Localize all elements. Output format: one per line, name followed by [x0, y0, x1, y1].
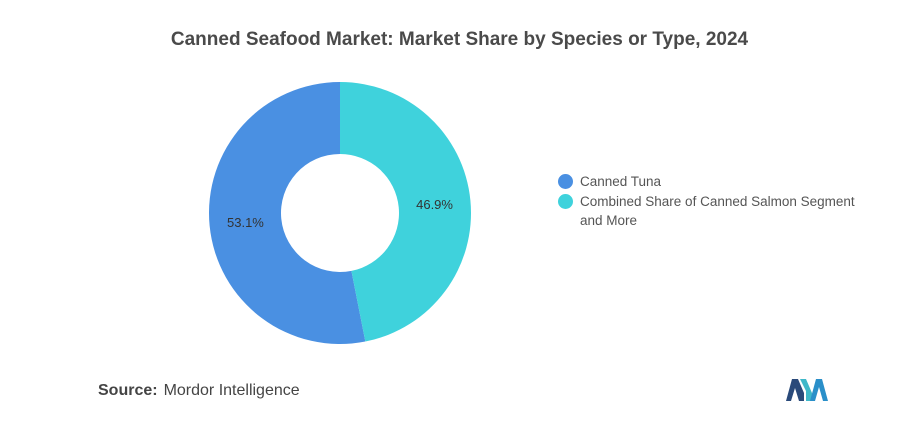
chart-legend: Canned Tuna Combined Share of Canned Sal… — [558, 172, 878, 231]
legend-swatch-canned-salmon — [558, 194, 573, 209]
legend-item-canned-tuna[interactable]: Canned Tuna — [558, 172, 878, 191]
pie-slice-0[interactable] — [208, 82, 366, 344]
source-text: Mordor Intelligence — [163, 382, 300, 399]
legend-item-canned-salmon[interactable]: Combined Share of Canned Salmon Segment … — [558, 192, 878, 230]
mordor-intelligence-logo-icon — [786, 379, 828, 401]
pie-slice-1[interactable] — [340, 82, 471, 342]
source-label: Source: — [98, 382, 158, 399]
source-line: Source: Mordor Intelligence — [98, 382, 300, 400]
legend-label: Canned Tuna — [580, 174, 662, 189]
slice-label-1: 46.9% — [416, 197, 453, 212]
legend-swatch-canned-tuna — [558, 174, 573, 189]
legend-label: Combined Share of Canned Salmon Segment … — [580, 194, 855, 228]
slice-label-0: 53.1% — [227, 215, 264, 230]
chart-title: Canned Seafood Market: Market Share by S… — [170, 29, 749, 50]
